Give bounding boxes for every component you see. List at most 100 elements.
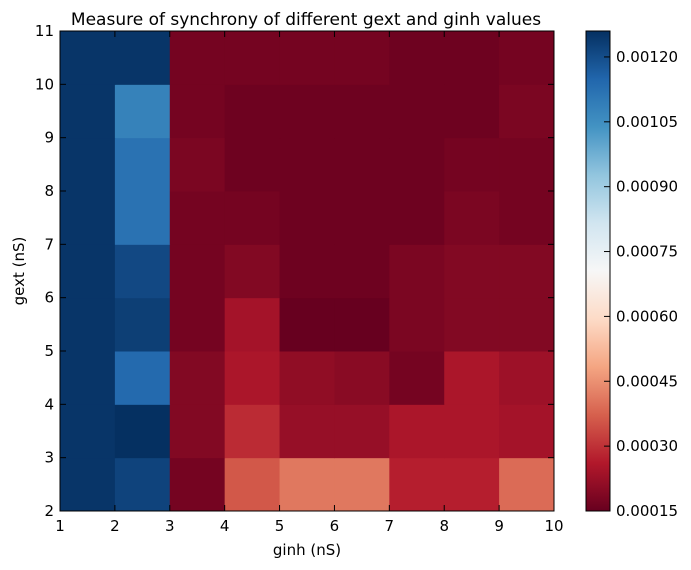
heatmap-cell [444, 297, 500, 352]
heatmap-cell [389, 31, 445, 85]
heatmap-cell [334, 137, 390, 192]
heatmap-cell [169, 31, 226, 85]
heatmap-cell [499, 137, 555, 192]
heatmap-cell [499, 244, 555, 299]
heatmap-cell [60, 297, 116, 352]
heatmap-cell [499, 84, 555, 139]
colorbar-tick-label: 0.00075 [616, 243, 678, 261]
heatmap-cell [169, 244, 226, 299]
plot-frame [59, 30, 555, 512]
heatmap-cell [114, 137, 171, 192]
heatmap-cell [224, 191, 281, 245]
heatmap-cell [334, 404, 390, 459]
colorbar-tick-label: 0.00045 [616, 372, 678, 390]
heatmap-cell [169, 84, 226, 139]
heatmap-cell [279, 191, 335, 245]
colorbar-tick-label: 0.00015 [616, 502, 678, 520]
colorbar-ticks: 0.00015 0.00030 0.00045 0.00060 0.00075 0.000… [604, 48, 678, 520]
heatmap-cell [444, 137, 500, 192]
heatmap-cell [60, 84, 116, 139]
heatmap-cell [224, 351, 281, 405]
heatmap-cell [114, 191, 171, 245]
colorbar-tick-label: 0.00090 [616, 178, 678, 196]
heatmap-cell [334, 31, 390, 85]
heatmap-cell [389, 457, 445, 512]
heatmap-cell [279, 457, 335, 512]
x-tick-label: 5 [275, 517, 285, 535]
heatmap-cell [114, 297, 171, 352]
heatmap-cell [334, 84, 390, 139]
heatmap-cell [114, 351, 171, 405]
colorbar-tick-label: 0.00030 [616, 437, 678, 455]
colorbar-tick-label: 0.00120 [616, 48, 678, 66]
heatmap-cell [60, 31, 116, 85]
heatmap-cell [114, 244, 171, 299]
y-tick-label: 2 [44, 502, 54, 520]
heatmap-cell [169, 191, 226, 245]
heatmap-cell [389, 351, 445, 405]
heatmap-cell [224, 457, 281, 512]
heatmap-cell [279, 244, 335, 299]
heatmap-cell [169, 297, 226, 352]
heatmap-cell [60, 351, 116, 405]
colorbar-tick-label: 0.00060 [616, 307, 678, 325]
heatmap-cell [60, 191, 116, 245]
x-tick-label: 8 [439, 517, 449, 535]
y-axis-label: gext (nS) [10, 237, 28, 306]
heatmap-cell [444, 457, 500, 512]
heatmap-cell [444, 84, 500, 139]
heatmap-cell [224, 137, 281, 192]
x-tick-label: 3 [165, 517, 175, 535]
x-tick-label: 7 [385, 517, 395, 535]
y-tick-label: 4 [44, 395, 54, 413]
y-tick-label: 9 [44, 129, 54, 147]
colorbar [585, 30, 611, 512]
heatmap-cell [224, 84, 281, 139]
heatmap-cell [499, 351, 555, 405]
heatmap-cell [389, 404, 445, 459]
y-tick-label: 3 [44, 449, 54, 467]
heatmap-cell [224, 404, 281, 459]
heatmap-cell [499, 404, 555, 459]
heatmap-cell [60, 244, 116, 299]
heatmap-cell [389, 84, 445, 139]
heatmap-cell [60, 404, 116, 459]
x-axis-label: ginh (nS) [273, 541, 341, 559]
heatmap-cell [224, 31, 281, 85]
y-tick-label: 7 [44, 235, 54, 253]
y-tick-label: 11 [35, 22, 54, 40]
x-tick-label: 1 [55, 517, 65, 535]
chart-title: Measure of synchrony of different gext a… [71, 10, 541, 30]
heatmap-cell [279, 351, 335, 405]
y-tick-label: 8 [44, 182, 54, 200]
heatmap-cell [279, 31, 335, 85]
x-tick-label: 4 [220, 517, 230, 535]
heatmap-cell [114, 457, 171, 512]
heatmap-cell [499, 297, 555, 352]
heatmap-cell [444, 404, 500, 459]
heatmap-cell [279, 137, 335, 192]
heatmap-cell [114, 404, 171, 459]
heatmap-cell [60, 137, 116, 192]
heatmap-cell [169, 137, 226, 192]
heatmap-cell [334, 297, 390, 352]
colorbar-tick-label: 0.00105 [616, 113, 678, 131]
heatmap-cell [389, 191, 445, 245]
heatmap-cell [444, 31, 500, 85]
heatmap-cell [389, 297, 445, 352]
heatmap-cell [499, 31, 555, 85]
y-tick-label: 10 [35, 75, 54, 93]
heatmap-cell [334, 191, 390, 245]
heatmap-cell [169, 404, 226, 459]
heatmap-cell [60, 457, 116, 512]
heatmap-cell [279, 84, 335, 139]
heatmap-cell [224, 297, 281, 352]
heatmap-cell [279, 297, 335, 352]
heatmap-cell [334, 351, 390, 405]
heatmap-cell [224, 244, 281, 299]
heatmap-cell [389, 244, 445, 299]
x-tick-label: 6 [330, 517, 340, 535]
